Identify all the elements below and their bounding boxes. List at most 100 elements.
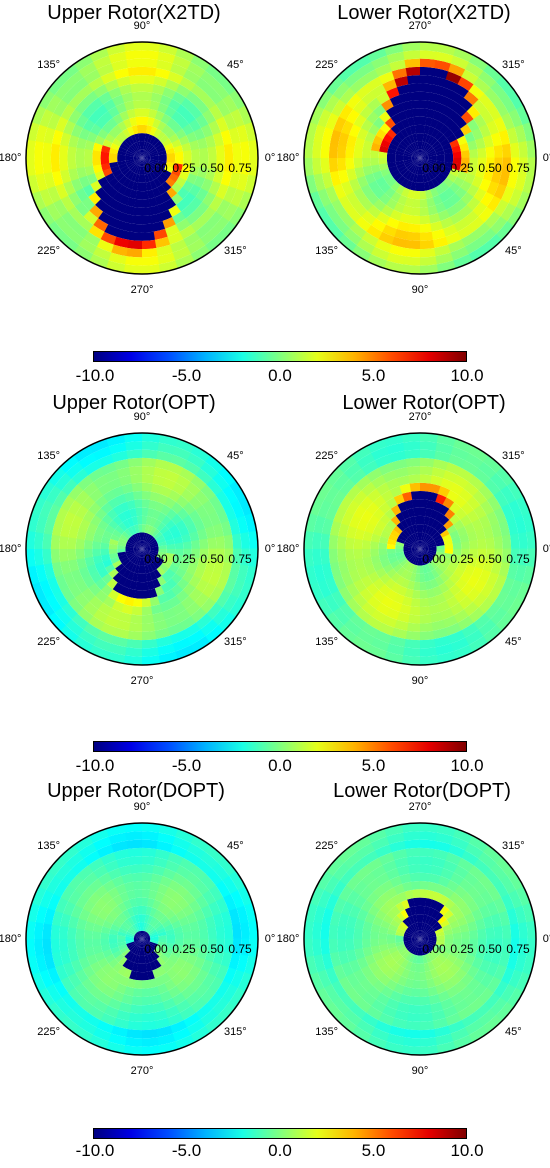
heatmap-cell (142, 936, 151, 939)
heatmap-cell (343, 228, 362, 246)
heatmap-cell (107, 868, 122, 881)
heatmap-cell (35, 515, 48, 534)
heatmap-cell (178, 951, 190, 962)
heatmap-cell (138, 955, 143, 964)
heatmap-cell (89, 204, 104, 219)
heatmap-cell (420, 215, 431, 225)
heatmap-cell (487, 976, 502, 993)
heatmap-cell (236, 173, 249, 192)
heatmap-cell (199, 538, 209, 549)
heatmap-cell (123, 881, 135, 892)
heatmap-cell (420, 996, 431, 1006)
polar-plot (25, 822, 259, 1056)
heatmap-cell (157, 184, 167, 195)
heatmap-cell (390, 560, 400, 569)
heatmap-cell (391, 236, 408, 249)
heatmap-cell (353, 939, 363, 950)
heatmap-cell (416, 150, 420, 158)
heatmap-cell (391, 848, 408, 861)
heatmap-cell (142, 151, 148, 158)
heatmap-cell (127, 539, 136, 546)
heatmap-cell (77, 865, 94, 881)
heatmap-cell (395, 541, 405, 547)
heatmap-cell (372, 495, 386, 509)
heatmap-cell (136, 158, 142, 165)
heatmap-cell (53, 199, 69, 217)
heatmap-cell (96, 63, 114, 78)
heatmap-cell (146, 944, 154, 953)
heatmap-cell (140, 549, 143, 558)
heatmap-cell (141, 124, 148, 134)
heatmap-cell (402, 596, 413, 607)
heatmap-cell (167, 622, 184, 636)
heatmap-cell (165, 615, 180, 628)
heatmap-cell (157, 551, 167, 557)
heatmap-cell (211, 472, 230, 491)
heatmap-cell (154, 501, 165, 513)
heatmap-cell (431, 959, 440, 969)
heatmap-cell (94, 916, 106, 927)
heatmap-cell (487, 195, 502, 212)
heatmap-cell (118, 912, 128, 922)
heatmap-cell (454, 589, 468, 603)
heatmap-cell (172, 211, 187, 225)
heatmap-cell (434, 175, 444, 185)
heatmap-cell (159, 600, 173, 613)
heatmap-cell (385, 979, 398, 991)
heatmap-cell (345, 109, 360, 125)
heatmap-cell (190, 445, 211, 462)
heatmap-cell (141, 856, 155, 866)
heatmap-cell (84, 158, 93, 168)
heatmap-cell (191, 548, 201, 559)
heatmap-cell (83, 481, 99, 497)
heatmap-cell (458, 595, 474, 610)
heatmap-cell (390, 138, 400, 147)
heatmap-cell (166, 543, 176, 549)
heatmap-cell (442, 106, 455, 118)
heatmap-cell (381, 595, 394, 609)
angle-tick-label: 0° (542, 933, 550, 945)
heatmap-cell (112, 113, 124, 125)
heatmap-cell (403, 550, 413, 555)
heatmap-cell (181, 923, 192, 933)
heatmap-cell (420, 158, 424, 166)
heatmap-cell (473, 578, 487, 593)
heatmap-cell (134, 923, 140, 932)
heatmap-cell (88, 973, 102, 987)
heatmap-cell (402, 986, 413, 997)
heatmap-cell (426, 161, 435, 168)
heatmap-cell (78, 956, 91, 970)
heatmap-cell (228, 907, 241, 925)
heatmap-cell (420, 158, 428, 162)
heatmap-cell (361, 601, 377, 617)
heatmap-cell (119, 924, 129, 932)
heatmap-cell (408, 944, 416, 953)
heatmap-cell (81, 587, 96, 603)
heatmap-cell (106, 968, 118, 980)
heatmap-cell (123, 433, 142, 443)
heatmap-cell (92, 549, 102, 558)
heatmap-cell (182, 571, 194, 584)
heatmap-cell (142, 939, 150, 943)
heatmap-cell (168, 172, 180, 183)
heatmap-cell (420, 543, 427, 549)
heatmap-cell (77, 216, 94, 233)
heatmap-cell (440, 477, 454, 490)
heatmap-cell (390, 529, 400, 538)
heatmap-cell (353, 969, 367, 984)
heatmap-cell (131, 906, 139, 916)
heatmap-cell (423, 945, 430, 954)
heatmap-cell (321, 563, 334, 581)
heatmap-cell (459, 923, 470, 933)
heatmap-cell (208, 571, 221, 587)
heatmap-cell (115, 915, 125, 925)
heatmap-cell (188, 965, 202, 978)
heatmap-cell (119, 556, 129, 564)
heatmap-cell (54, 81, 72, 100)
heatmap-cell (432, 848, 449, 861)
heatmap-cell (104, 1005, 120, 1018)
heatmap-cell (419, 914, 424, 923)
heatmap-cell (382, 224, 398, 237)
heatmap-cell (118, 146, 128, 153)
colorbar-tick-label: -10.0 (75, 1141, 115, 1160)
